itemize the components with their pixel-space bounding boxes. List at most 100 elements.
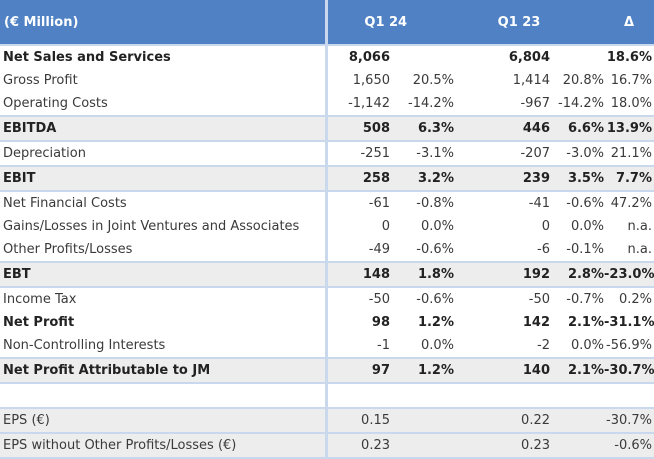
row-label: Other Profits/Losses bbox=[0, 238, 328, 262]
header-q1-24: Q1 24 bbox=[326, 0, 454, 45]
delta: 18.6% bbox=[604, 44, 654, 69]
row-label: Gross Profit bbox=[0, 69, 328, 92]
value-q1-24: -49 bbox=[368, 242, 390, 257]
table-row: Net Financial Costs -61 -0.8% -41 -0.6% 47.2% bbox=[0, 191, 654, 215]
pct-q1-23 bbox=[550, 432, 604, 459]
pct-q1-24: -0.6% bbox=[416, 292, 454, 307]
pct-q1-24: 0.0% bbox=[420, 219, 454, 234]
pct-q1-23: 3.5% bbox=[550, 165, 604, 192]
pct-q1-23: 0.0% bbox=[570, 338, 604, 353]
delta: n.a. bbox=[627, 242, 652, 257]
pct-q1-24: 0.0% bbox=[420, 338, 454, 353]
value-q1-23: 0.23 bbox=[454, 432, 550, 459]
pct-q1-24: 1.2% bbox=[390, 357, 454, 384]
row-label: EBT bbox=[0, 261, 328, 288]
header-unit: (€ Million) bbox=[0, 0, 328, 45]
pct-q1-24: 6.3% bbox=[390, 115, 454, 142]
value-q1-24: 8,066 bbox=[326, 44, 390, 69]
pct-q1-23: -0.6% bbox=[566, 196, 604, 211]
pct-q1-24: -0.6% bbox=[416, 242, 454, 257]
row-label: Income Tax bbox=[0, 287, 328, 311]
delta: -30.7% bbox=[604, 357, 654, 384]
row-label: Depreciation bbox=[0, 141, 328, 166]
pct-q1-23: 6.6% bbox=[550, 115, 604, 142]
pct-q1-24 bbox=[390, 432, 454, 459]
row-label: Net Profit bbox=[0, 311, 328, 334]
value-q1-24 bbox=[326, 383, 390, 409]
value-q1-23: 140 bbox=[454, 357, 550, 384]
value-q1-24: -251 bbox=[360, 146, 390, 161]
delta: 0.2% bbox=[618, 292, 652, 307]
value-q1-24: -50 bbox=[368, 292, 390, 307]
value-q1-24: 0.23 bbox=[326, 432, 390, 459]
row-label: Gains/Losses in Joint Ventures and Assoc… bbox=[0, 215, 328, 238]
delta: 13.9% bbox=[604, 115, 654, 142]
pct-q1-24 bbox=[390, 383, 454, 409]
value-q1-23: 0 bbox=[541, 219, 550, 234]
header-q1-23: Q1 23 bbox=[454, 0, 604, 45]
table-header: (€ Million) Q1 24 Q1 23 Δ bbox=[0, 0, 654, 45]
pct-q1-23: 2.1% bbox=[567, 315, 604, 330]
pct-q1-23: -0.7% bbox=[566, 292, 604, 307]
pct-q1-23: 2.8% bbox=[550, 261, 604, 288]
delta: 18.0% bbox=[610, 96, 652, 111]
delta: 16.7% bbox=[610, 73, 652, 88]
value-q1-23: -6 bbox=[537, 242, 550, 257]
value-q1-23: -41 bbox=[528, 196, 550, 211]
value-q1-23: 142 bbox=[522, 315, 550, 330]
row-label: EBIT bbox=[0, 165, 328, 192]
row-label: Net Sales and Services bbox=[0, 44, 328, 69]
pct-q1-23 bbox=[550, 407, 604, 434]
value-q1-24: 258 bbox=[326, 165, 390, 192]
pct-q1-23: -0.1% bbox=[566, 242, 604, 257]
delta: -30.7% bbox=[604, 407, 654, 434]
table-row bbox=[0, 383, 654, 409]
value-q1-23: 0.22 bbox=[454, 407, 550, 434]
delta: -0.6% bbox=[604, 432, 654, 459]
row-label: Operating Costs bbox=[0, 92, 328, 116]
row-label: EBITDA bbox=[0, 115, 328, 142]
pct-q1-24: -0.8% bbox=[416, 196, 454, 211]
table-row: EBT 148 1.8% 192 2.8% -23.0% bbox=[0, 261, 654, 288]
value-q1-23 bbox=[454, 383, 550, 409]
pct-q1-24 bbox=[390, 407, 454, 434]
table-row: Depreciation -251 -3.1% -207 -3.0% 21.1% bbox=[0, 141, 654, 166]
table-row: Net Profit Attributable to JM 97 1.2% 140 2.… bbox=[0, 357, 654, 384]
pct-q1-24: 1.2% bbox=[417, 315, 454, 330]
value-q1-23: 1,414 bbox=[512, 73, 550, 88]
pct-q1-24: 20.5% bbox=[412, 73, 454, 88]
delta: 21.1% bbox=[610, 146, 652, 161]
table-row: EBIT 258 3.2% 239 3.5% 7.7% bbox=[0, 165, 654, 192]
delta: 47.2% bbox=[610, 196, 652, 211]
table-row: EPS without Other Profits/Losses (€) 0.23… bbox=[0, 432, 654, 459]
table-row: Gains/Losses in Joint Ventures and Assoc… bbox=[0, 215, 654, 238]
pct-q1-24: -14.2% bbox=[408, 96, 454, 111]
delta: -56.9% bbox=[606, 338, 652, 353]
table-row: Gross Profit 1,650 20.5% 1,414 20.8% 16.7% bbox=[0, 69, 654, 92]
pct-q1-23 bbox=[550, 44, 604, 69]
value-q1-24: -1 bbox=[377, 338, 390, 353]
row-label: EPS without Other Profits/Losses (€) bbox=[0, 432, 328, 459]
table-row: Operating Costs -1,142 -14.2% -967 -14.2% 18.… bbox=[0, 92, 654, 116]
table-row: EPS (€) 0.15 0.22 -30.7% bbox=[0, 407, 654, 434]
pct-q1-24: -3.1% bbox=[416, 146, 454, 161]
pct-q1-23: -14.2% bbox=[558, 96, 604, 111]
header-delta: Δ bbox=[604, 0, 654, 45]
value-q1-23: 6,804 bbox=[454, 44, 550, 69]
value-q1-23: 192 bbox=[454, 261, 550, 288]
table-row: Other Profits/Losses -49 -0.6% -6 -0.1% n.a. bbox=[0, 238, 654, 262]
value-q1-24: -61 bbox=[368, 196, 390, 211]
pct-q1-23: -3.0% bbox=[566, 146, 604, 161]
value-q1-24: 0.15 bbox=[326, 407, 390, 434]
table-row: Net Profit 98 1.2% 142 2.1% -31.1% bbox=[0, 311, 654, 334]
value-q1-24: 98 bbox=[371, 315, 390, 330]
value-q1-23: 446 bbox=[454, 115, 550, 142]
value-q1-24: 1,650 bbox=[352, 73, 390, 88]
value-q1-23: -2 bbox=[537, 338, 550, 353]
pct-q1-24: 3.2% bbox=[390, 165, 454, 192]
table-row: Non-Controlling Interests -1 0.0% -2 0.0% -56… bbox=[0, 334, 654, 358]
table-row: Income Tax -50 -0.6% -50 -0.7% 0.2% bbox=[0, 287, 654, 311]
value-q1-23: -50 bbox=[528, 292, 550, 307]
value-q1-24: 148 bbox=[326, 261, 390, 288]
